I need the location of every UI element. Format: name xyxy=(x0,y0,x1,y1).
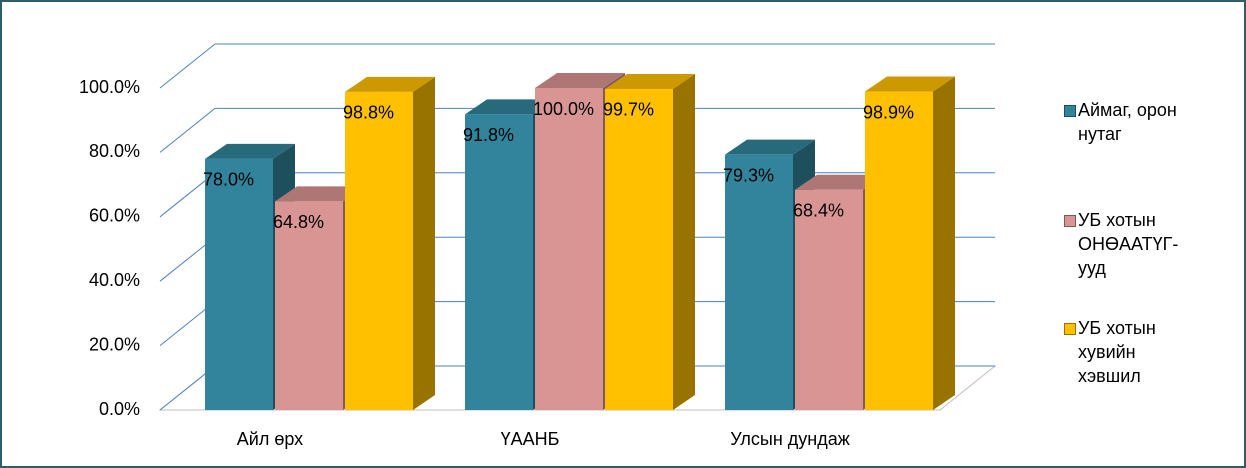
data-label: 68.4% xyxy=(793,201,844,221)
y-tick-label: 80.0% xyxy=(89,141,140,161)
x-tick-label: ҮААНБ xyxy=(501,429,560,449)
x-tick-label: Айл өрх xyxy=(237,429,303,449)
bar-front xyxy=(275,201,343,410)
bar-front xyxy=(345,91,413,410)
x-tick-label: Улсын дундаж xyxy=(730,429,850,449)
bar xyxy=(345,76,435,410)
bar-top xyxy=(465,99,555,115)
legend-swatch xyxy=(1064,215,1076,227)
bar-top xyxy=(535,73,625,88)
legend-swatch xyxy=(1064,323,1076,335)
bar-front xyxy=(465,114,533,411)
bar-front xyxy=(605,88,673,410)
data-label: 98.9% xyxy=(863,102,914,122)
bar-side xyxy=(413,76,435,410)
bar-top xyxy=(605,73,695,89)
grid-line xyxy=(159,43,995,89)
legend-label: УБ хотын хувийн хэвшил xyxy=(1078,318,1156,386)
y-tick-label: 60.0% xyxy=(89,206,140,226)
bar-side xyxy=(673,73,695,410)
grid-line xyxy=(159,107,995,153)
data-label: 64.8% xyxy=(273,212,324,232)
bar-front xyxy=(795,189,863,410)
bar-front xyxy=(535,88,603,410)
bar-front xyxy=(725,154,793,410)
bar xyxy=(605,73,695,410)
bar-top xyxy=(795,174,885,190)
data-label: 78.0% xyxy=(203,170,254,190)
bar xyxy=(865,76,955,411)
legend-swatch xyxy=(1064,105,1076,117)
bar-top xyxy=(865,76,955,92)
bar-top xyxy=(725,139,815,155)
bar-front xyxy=(865,91,933,411)
bar-top xyxy=(275,186,365,202)
legend-item: УБ хотын ОНӨААТҮГ-ууд xyxy=(1062,208,1200,280)
data-label: 79.3% xyxy=(723,165,774,185)
y-tick-label: 40.0% xyxy=(89,270,140,290)
y-tick-label: 20.0% xyxy=(89,334,140,354)
bar-top xyxy=(205,143,295,159)
y-tick-label: 0.0% xyxy=(99,399,140,419)
legend-label: УБ хотын ОНӨААТҮГ-ууд xyxy=(1078,210,1179,278)
bar-front xyxy=(205,158,273,410)
y-tick-label: 100.0% xyxy=(79,77,140,97)
data-label: 91.8% xyxy=(463,125,514,145)
legend-label: Аймаг, орон нутаг xyxy=(1078,100,1177,144)
data-label: 100.0% xyxy=(533,99,594,119)
data-label: 99.7% xyxy=(603,100,654,120)
data-label: 98.8% xyxy=(343,103,394,123)
legend-item: УБ хотын хувийн хэвшил xyxy=(1062,316,1200,388)
legend-item: Аймаг, орон нутаг xyxy=(1062,98,1200,146)
bar-side xyxy=(933,76,955,411)
bar-top xyxy=(345,76,435,92)
